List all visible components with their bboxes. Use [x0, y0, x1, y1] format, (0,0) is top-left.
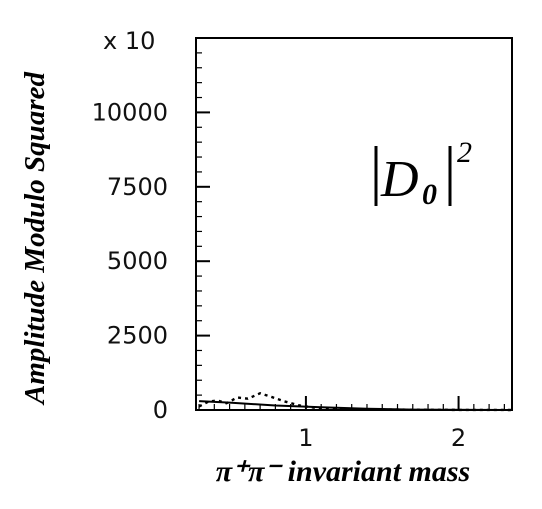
- y-tick-label: 10000: [92, 98, 168, 126]
- x-axis-label: π⁺π⁻ invariant mass: [216, 455, 470, 488]
- y-tick-label: 0: [153, 396, 168, 424]
- x-tick-label: 1: [298, 424, 313, 452]
- y-tick-label: 5000: [107, 247, 168, 275]
- y-tick-label: 7500: [107, 173, 168, 201]
- series-layer: [198, 392, 513, 412]
- annotation-symbol: D: [380, 151, 419, 208]
- y-multiplier-label: x 10: [103, 27, 155, 55]
- series-line-2: [199, 400, 513, 411]
- annotation-subscript: 0: [422, 178, 437, 211]
- plot-area: [195, 37, 513, 411]
- y-axis-ticks: 0 2500 5000 7500 10000: [92, 98, 210, 424]
- d0-squared-annotation: D 0 2: [374, 136, 472, 211]
- plot-frame: [195, 37, 513, 411]
- x-tick-label: 2: [451, 424, 466, 452]
- y-axis-label: Amplitude Modulo Squared: [19, 72, 51, 406]
- annotation-power: 2: [457, 136, 472, 169]
- y-tick-label: 2500: [107, 322, 168, 350]
